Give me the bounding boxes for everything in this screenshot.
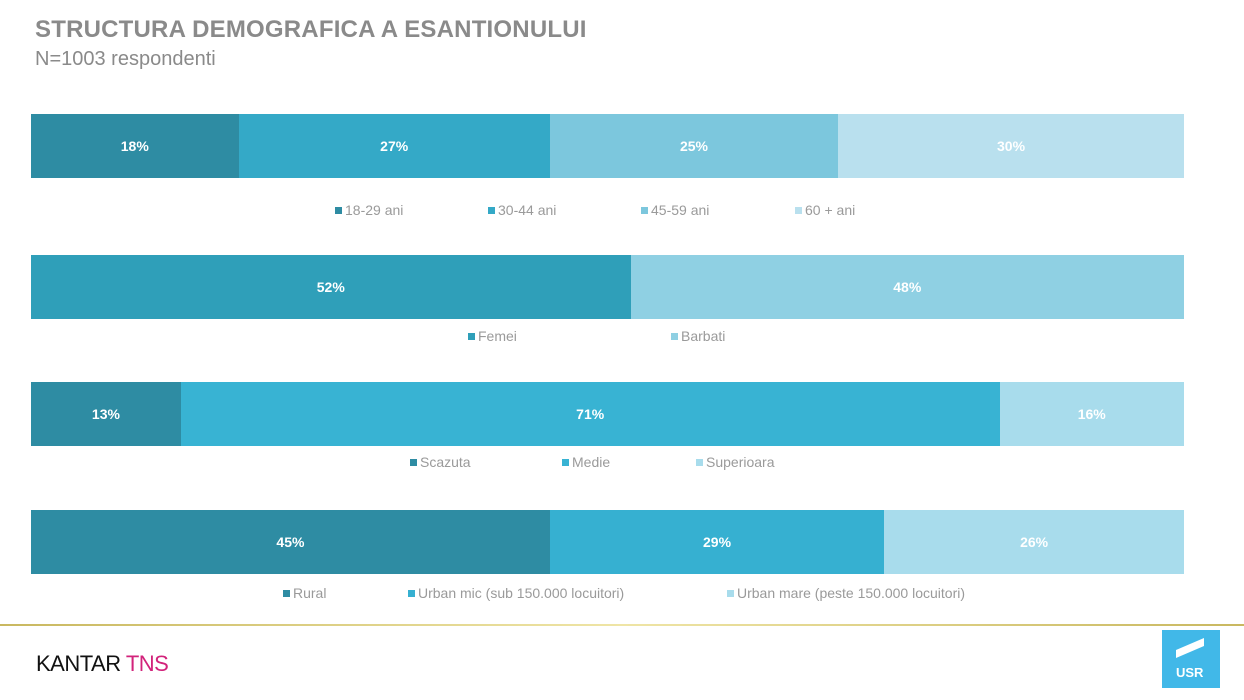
bar-segment: 52%	[31, 255, 631, 319]
bar-segment: 45%	[31, 510, 550, 574]
legend-label: Scazuta	[420, 454, 471, 470]
bar-segment: 26%	[884, 510, 1184, 574]
legend-swatch	[727, 589, 734, 597]
bar-segment: 13%	[31, 382, 181, 446]
data-label: 45%	[276, 534, 305, 550]
legend-label: 30-44 ani	[498, 202, 557, 218]
legend-swatch	[641, 206, 648, 214]
legend-label: 45-59 ani	[651, 202, 710, 218]
data-label: 48%	[893, 279, 922, 295]
legend-item: Medie	[562, 454, 610, 470]
data-label: 29%	[703, 534, 732, 550]
data-label: 18%	[120, 138, 149, 154]
bar-segment: 71%	[180, 382, 1000, 446]
legend-item: Superioara	[696, 454, 775, 470]
kantar-tns-logo: KANTAR TNS	[36, 651, 169, 677]
data-label: 13%	[91, 406, 120, 422]
logo-tns: TNS	[125, 651, 169, 676]
legend-swatch	[408, 589, 415, 597]
bar-segment: 18%	[31, 114, 239, 178]
footer-divider	[0, 624, 1244, 626]
legend-item: Urban mare (peste 150.000 locuitori)	[727, 585, 965, 601]
legend-item: Barbati	[671, 328, 725, 344]
legend-label: Barbati	[681, 328, 726, 344]
stacked-bar-3: 13% 71% 16%	[31, 382, 1184, 446]
page-title: STRUCTURA DEMOGRAFICA A ESANTIONULUI	[35, 16, 587, 43]
legend-swatch	[795, 206, 802, 214]
data-label: 71%	[576, 406, 605, 422]
data-label: 52%	[316, 279, 345, 295]
legend-swatch	[488, 206, 495, 214]
logo-usr-text: USR	[1176, 665, 1204, 680]
legend-label: Urban mare (peste 150.000 locuitori)	[737, 585, 966, 601]
legend-label: Rural	[293, 585, 327, 601]
legend-item: 30-44 ani	[488, 202, 556, 218]
logo-kantar: KANTAR	[36, 651, 121, 676]
bar-segment: 29%	[549, 510, 885, 574]
usr-logo: USR	[1162, 630, 1220, 688]
bar-segment: 16%	[999, 382, 1184, 446]
legend-label: Femei	[478, 328, 517, 344]
data-label: 30%	[997, 138, 1026, 154]
legend-item: 60 + ani	[795, 202, 855, 218]
bar-segment: 25%	[549, 114, 839, 178]
legend-item: Scazuta	[410, 454, 471, 470]
legend-label: 18-29 ani	[345, 202, 404, 218]
legend-swatch	[283, 589, 290, 597]
data-label: 16%	[1077, 406, 1106, 422]
usr-flag-icon	[1176, 638, 1204, 658]
data-label: 25%	[679, 138, 708, 154]
data-label: 27%	[380, 138, 409, 154]
legend-swatch	[696, 458, 703, 466]
legend-swatch	[671, 332, 678, 340]
stacked-bar-4: 45% 29% 26%	[31, 510, 1184, 574]
legend-swatch	[410, 458, 417, 466]
legend-item: Rural	[283, 585, 326, 601]
legend-label: Urban mic (sub 150.000 locuitori)	[418, 585, 625, 601]
legend-label: 60 + ani	[805, 202, 856, 218]
page-subtitle: N=1003 respondenti	[35, 48, 216, 70]
data-label: 26%	[1020, 534, 1049, 550]
stacked-bar-1: 18% 27% 25% 30%	[31, 114, 1184, 178]
legend-item: Urban mic (sub 150.000 locuitori)	[408, 585, 624, 601]
legend-swatch	[562, 458, 569, 466]
legend-label: Superioara	[706, 454, 775, 470]
legend-swatch	[468, 332, 475, 340]
stacked-bar-2: 52% 48%	[31, 255, 1184, 319]
legend-swatch	[335, 206, 342, 214]
bar-segment: 48%	[630, 255, 1184, 319]
legend-label: Medie	[572, 454, 611, 470]
legend-item: Femei	[468, 328, 517, 344]
bar-segment: 27%	[238, 114, 550, 178]
legend-item: 18-29 ani	[335, 202, 403, 218]
bar-segment: 30%	[838, 114, 1184, 178]
legend-item: 45-59 ani	[641, 202, 709, 218]
